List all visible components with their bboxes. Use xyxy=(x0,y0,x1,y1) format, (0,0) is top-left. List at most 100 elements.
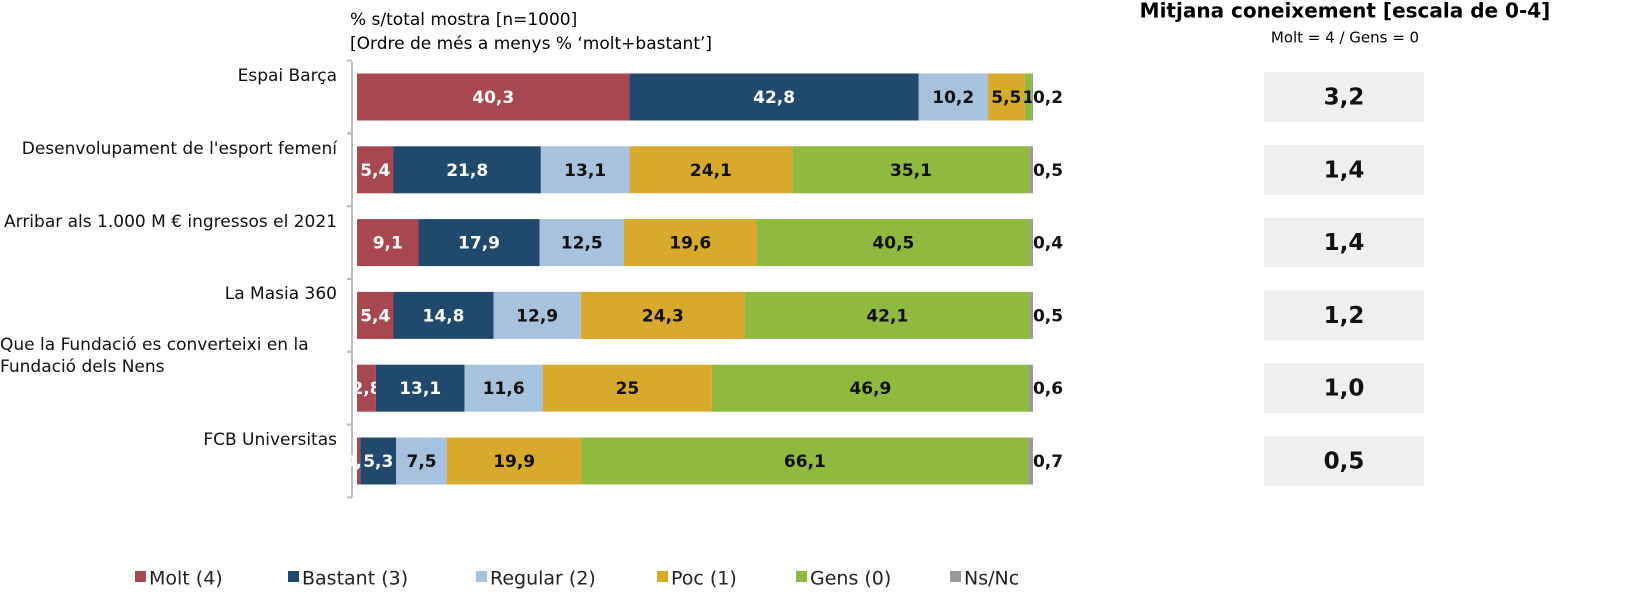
bar-segment xyxy=(446,437,582,485)
value-label: 12,9 xyxy=(516,306,558,326)
value-label: 24,3 xyxy=(642,306,684,326)
bar-segment xyxy=(580,291,746,339)
value-label: 0,6 xyxy=(1033,379,1063,399)
bar-segment xyxy=(792,146,1030,194)
bar-segment xyxy=(629,73,919,121)
value-label: 14,8 xyxy=(423,306,465,326)
value-label: 5,4 xyxy=(360,161,390,181)
bar-segment xyxy=(357,364,376,412)
category-label: Arribar als 1.000 M € ingressos el 2021 xyxy=(4,211,337,232)
value-label: 21,8 xyxy=(446,161,488,181)
bar-segment xyxy=(357,73,630,121)
side-value: 3,2 xyxy=(1324,85,1365,111)
bar-segment xyxy=(745,291,1030,339)
side-value: 0,5 xyxy=(1324,449,1365,475)
value-label: 5,5 xyxy=(991,88,1021,108)
side-subtitle: Molt = 4 / Gens = 0 xyxy=(1271,29,1419,47)
bar-segment xyxy=(1031,73,1033,121)
side-box xyxy=(1264,290,1424,341)
side-value: 1,2 xyxy=(1324,303,1365,329)
value-label: 35,1 xyxy=(890,161,932,181)
legend-swatch xyxy=(657,571,668,582)
bar-segment xyxy=(1029,146,1033,194)
value-label: 7,5 xyxy=(406,452,436,472)
bar-segment xyxy=(1029,291,1033,339)
category-label: FCB Universitas xyxy=(203,430,337,450)
bar-segment xyxy=(756,219,1031,267)
value-label: 0,7 xyxy=(1033,452,1063,472)
bar-segment xyxy=(357,219,419,267)
legend-swatch xyxy=(288,571,299,582)
legend-swatch xyxy=(950,571,961,582)
bar-segment xyxy=(581,437,1029,485)
value-label: 42,1 xyxy=(866,306,908,326)
value-label: 19,9 xyxy=(493,452,535,472)
legend-swatch xyxy=(135,571,146,582)
value-label: 5,3 xyxy=(363,452,393,472)
side-box xyxy=(1264,217,1424,268)
legend-label: Gens (0) xyxy=(810,568,891,590)
bar-segment xyxy=(493,291,581,339)
category-label: Desenvolupament de l'esport femení xyxy=(21,138,337,159)
value-label: 1 xyxy=(1022,88,1034,108)
bar-segment xyxy=(918,73,988,121)
bar-segment xyxy=(711,364,1029,412)
bar-segment xyxy=(542,364,712,412)
value-label: 12,5 xyxy=(561,234,603,254)
side-title: Mitjana coneixement [escala de 0-4] xyxy=(1140,0,1551,23)
category-label: La Masia 360 xyxy=(224,284,337,305)
value-label: 40,5 xyxy=(872,234,914,254)
legend-swatch xyxy=(796,571,807,582)
bar-segment xyxy=(393,291,494,339)
value-label: 2,8 xyxy=(351,379,381,399)
legend-swatch xyxy=(476,571,487,582)
value-label: 0,4 xyxy=(1033,234,1063,254)
side-value: 1,0 xyxy=(1324,376,1365,402)
side-box xyxy=(1264,363,1424,414)
side-box xyxy=(1264,144,1424,195)
bar-segment xyxy=(1030,219,1033,267)
subtitle: % s/total mostra [n=1000] xyxy=(350,10,577,30)
value-label: 24,1 xyxy=(690,161,732,181)
bar-segment xyxy=(1024,73,1032,121)
value-label: 13,1 xyxy=(564,161,606,181)
category-label: Espai Barça xyxy=(237,66,337,86)
value-label: 9,1 xyxy=(373,234,403,254)
bar-segment xyxy=(357,437,361,485)
legend-label: Bastant (3) xyxy=(302,568,408,590)
bar-segment xyxy=(539,219,625,267)
side-value: 1,4 xyxy=(1324,230,1365,256)
side-box xyxy=(1264,72,1424,122)
legend-label: Poc (1) xyxy=(671,568,737,590)
bar-segment xyxy=(624,219,757,267)
legend-label: Molt (4) xyxy=(149,568,223,590)
side-box xyxy=(1264,436,1424,486)
value-label: 13,1 xyxy=(399,379,441,399)
legend-label: Ns/Nc xyxy=(964,568,1019,590)
bar-segment xyxy=(393,146,541,194)
bar-segment xyxy=(357,291,394,339)
value-label: 17,9 xyxy=(458,234,500,254)
value-label: 66,1 xyxy=(784,452,826,472)
bar-segment xyxy=(396,437,447,485)
bar-segment xyxy=(1028,364,1033,412)
value-label: 11,6 xyxy=(483,379,525,399)
side-value: 1,4 xyxy=(1324,157,1365,183)
value-label: 46,9 xyxy=(849,379,891,399)
value-label: 0,5 xyxy=(1033,161,1063,181)
value-label: 25 xyxy=(616,379,640,399)
value-label: 5,4 xyxy=(360,306,390,326)
bar-segment xyxy=(464,364,543,412)
category-label: Que la Fundació es converteixi en la Fun… xyxy=(0,335,309,378)
bar-segment xyxy=(357,146,394,194)
subtitle: [Ordre de més a menys % ‘molt+bastant’] xyxy=(350,34,712,54)
value-label: 0,5 xyxy=(1033,306,1063,326)
bar-segment xyxy=(375,364,465,412)
bar-segment xyxy=(360,437,397,485)
bar-segment xyxy=(1028,437,1033,485)
bar-segment xyxy=(418,219,540,267)
bar-segment xyxy=(987,73,1025,121)
value-label: 19,6 xyxy=(669,234,711,254)
